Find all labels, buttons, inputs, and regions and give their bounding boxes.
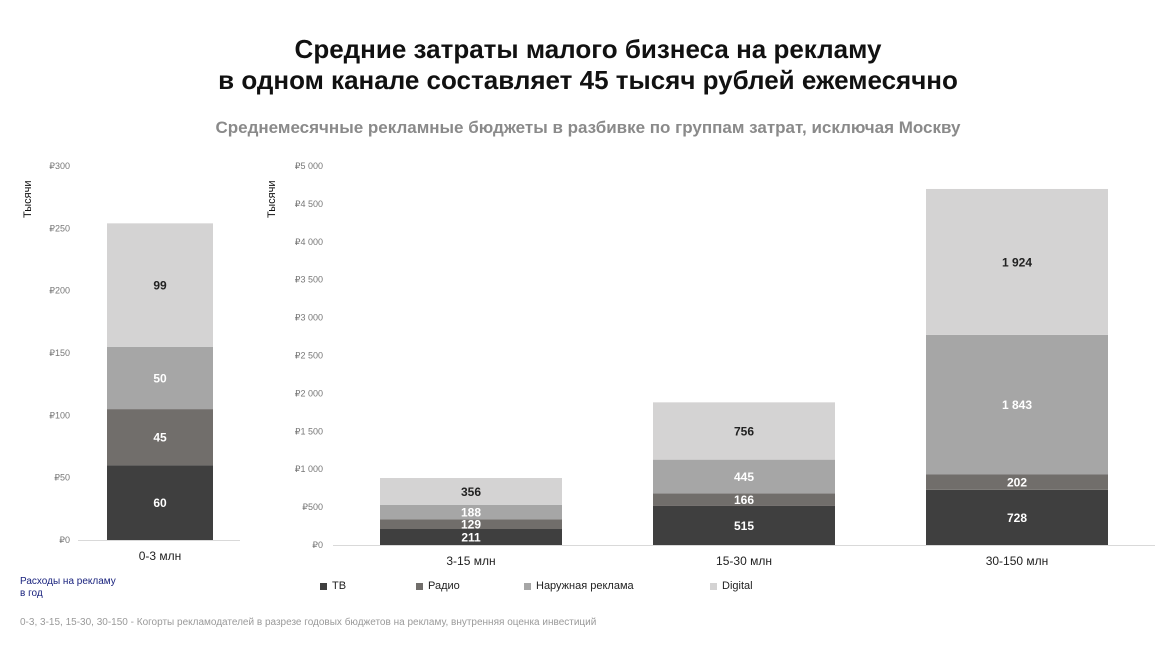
left-chart-data-label-digital: 99 (153, 279, 167, 293)
right-chart-ytick-label: ₽4 000 (295, 237, 323, 247)
right-chart-bar-radio (380, 519, 562, 530)
left-chart-ytick-label: ₽250 (49, 223, 70, 233)
right-chart-data-label-radio: 166 (734, 493, 754, 507)
right-chart-data-label-tv: 211 (461, 531, 481, 545)
right-chart-data-label-radio: 129 (461, 518, 481, 532)
right-chart-bar-outdoor (380, 504, 562, 520)
right-chart-bar-tv (380, 529, 562, 545)
right-chart-data-label-digital: 356 (461, 485, 481, 499)
right-chart-ytick-label: ₽2 000 (295, 388, 323, 398)
right-chart-ytick-label: ₽2 500 (295, 351, 323, 361)
legend-item-digital: Digital (710, 580, 753, 592)
axis-note-line1: Расходы на рекламу (20, 576, 116, 587)
left-chart-ytick-label: ₽150 (49, 348, 70, 358)
footnote: 0-3, 3-15, 15-30, 30-150 - Когорты рекла… (20, 617, 597, 628)
legend-label-tv: ТВ (332, 580, 347, 592)
left-chart-ytick-label: ₽100 (49, 410, 70, 420)
right-chart-ytick-label: ₽1 500 (295, 426, 323, 436)
legend-swatch-outdoor (524, 582, 531, 590)
right-chart-data-label-tv: 515 (734, 519, 754, 533)
right-chart-data-label-radio: 202 (1007, 476, 1027, 490)
left-chart-data-label-radio: 45 (153, 431, 167, 445)
legend-label-digital: Digital (722, 580, 753, 592)
right-chart-ytick-label: ₽3 500 (295, 275, 323, 285)
right-chart-bar-radio (653, 493, 835, 506)
right-chart-data-label-digital: 1 924 (1002, 255, 1032, 269)
right-chart-bar-outdoor (653, 459, 835, 494)
legend-item-tv: ТВ (320, 580, 416, 592)
right-chart-ytick-label: ₽3 000 (295, 313, 323, 323)
right-chart-data-label-outdoor: 445 (734, 470, 754, 484)
left-chart-bar-digital (107, 223, 213, 347)
left-chart-data-label-tv: 60 (153, 496, 167, 510)
legend-swatch-tv (320, 582, 327, 590)
right-chart-bar-radio (926, 474, 1108, 490)
left-chart-data-label-outdoor: 50 (153, 371, 167, 385)
axis-note-line2: в год (20, 588, 43, 599)
right-chart-ytick-label: ₽4 500 (295, 199, 323, 209)
right-chart-bar-digital (653, 402, 835, 460)
right-chart-bar-tv (653, 505, 835, 545)
chart-title-line1: Средние затраты малого бизнеса на реклам… (294, 34, 882, 64)
left-chart-category-label: 0-3 млн (139, 549, 182, 563)
right-chart-category-label: 30-150 млн (986, 554, 1049, 568)
legend-label-outdoor: Наружная реклама (536, 580, 634, 592)
right-chart-category-label: 15-30 млн (716, 554, 772, 568)
right-chart-data-label-tv: 728 (1007, 511, 1027, 525)
right-chart-data-label-digital: 756 (734, 424, 754, 438)
right-chart-data-label-outdoor: 1 843 (1002, 398, 1032, 412)
left-chart-bar-outdoor (107, 346, 213, 410)
right-chart-ytick-label: ₽0 (312, 540, 323, 550)
right-chart-category-label: 3-15 млн (446, 554, 495, 568)
right-chart-ytick-label: ₽1 000 (295, 464, 323, 474)
legend-item-outdoor: Наружная реклама (524, 580, 710, 592)
right-chart-ytick-label: ₽500 (302, 502, 323, 512)
chart-subtitle: Среднемесячные рекламные бюджеты в разби… (215, 118, 961, 137)
left-chart-ytick-label: ₽50 (54, 473, 70, 483)
right-chart-data-label-outdoor: 188 (461, 506, 481, 520)
legend-item-radio: Радио (416, 580, 524, 592)
chart-title-line2: в одном канале составляет 45 тысяч рубле… (218, 65, 958, 95)
legend-swatch-digital (710, 582, 717, 590)
right-chart-bar-outdoor (926, 334, 1108, 475)
legend-swatch-radio (416, 582, 423, 590)
right-chart-bar-digital (380, 477, 562, 505)
right-chart-bar-tv (926, 489, 1108, 545)
legend: ТВ Радио Наружная реклама Digital (320, 580, 753, 592)
right-chart: ₽0 ₽500 ₽1 000 ₽1 500 ₽2 000 ₽2 500 ₽3 000 ₽3 5… (295, 161, 1155, 568)
left-chart-ytick-label: ₽300 (49, 161, 70, 171)
left-chart-bar-radio (107, 409, 213, 466)
chart-title: Средние затраты малого бизнеса на реклам… (0, 34, 1176, 96)
right-chart-ytick-label: ₽5 000 (295, 161, 323, 171)
right-chart-bar-digital (926, 188, 1108, 335)
axis-note: Расходы на рекламу в год (20, 576, 160, 600)
left-chart-bar-tv (107, 465, 213, 540)
left-chart-ytick-label: ₽200 (49, 286, 70, 296)
left-chart-ytick-label: ₽0 (59, 535, 70, 545)
left-chart: ₽0 ₽50 ₽100 ₽150 ₽200 ₽250 ₽300 60 45 50 99 0-3 млн (49, 161, 240, 563)
legend-label-radio: Радио (428, 580, 460, 592)
